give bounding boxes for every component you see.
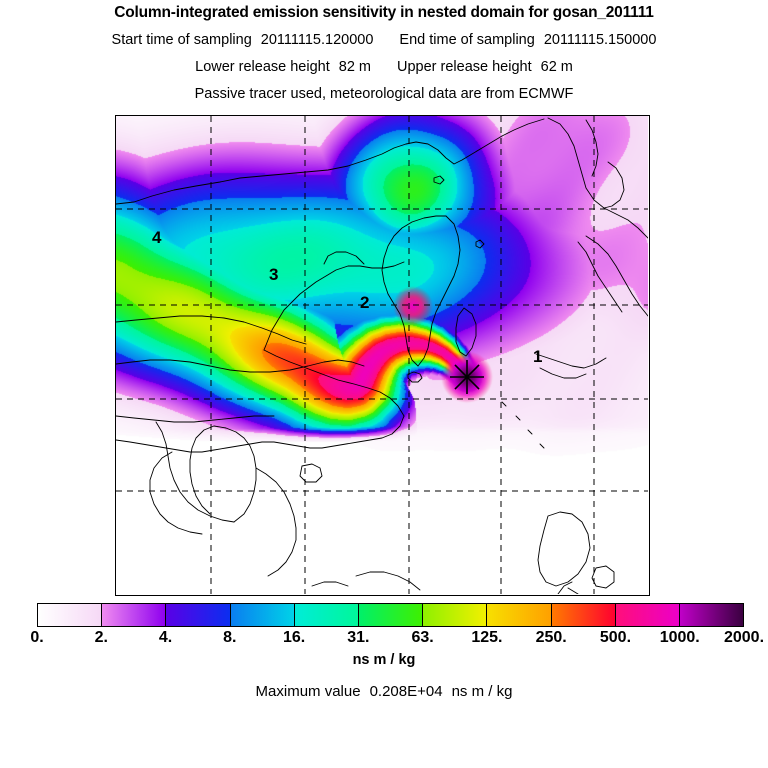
- trajectory-label-1: 1: [533, 347, 543, 366]
- colorbar-segment-6: [423, 604, 488, 626]
- colorbar-tick-9: 500.: [599, 629, 632, 646]
- colorbar-tick-10: 1000.: [659, 629, 700, 646]
- colorbar-tick-labels: 0. 2. 4. 8. 16. 31. 63. 125. 250. 500. 1000. 2000.: [30, 629, 764, 651]
- colorbar-gradient: [37, 603, 744, 627]
- upper-release-label: Upper release height: [397, 59, 532, 75]
- colorbar-segment-7: [487, 604, 552, 626]
- page-title: Column-integrated emission sensitivity i…: [114, 4, 654, 21]
- maximum-value-units: ns m / kg: [451, 683, 513, 700]
- map-inner: 1 2 3 4: [116, 116, 649, 595]
- colorbar-tick-8: 250.: [535, 629, 567, 646]
- colorbar: 0. 2. 4. 8. 16. 31. 63. 125. 250. 500. 1000. 2000.: [30, 603, 764, 646]
- maximum-value-line: Maximum value 0.208E+04 ns m / kg: [0, 683, 768, 700]
- trajectory-label-3: 3: [269, 265, 279, 284]
- colorbar-tick-1: 2.: [94, 629, 108, 646]
- colorbar-tick-4: 16.: [282, 629, 306, 646]
- colorbar-units-label: ns m / kg: [352, 652, 416, 668]
- colorbar-segment-9: [615, 604, 680, 626]
- maximum-value-label: Maximum value: [255, 683, 361, 700]
- trajectory-label-4: 4: [152, 228, 162, 247]
- colorbar-segment-3: [230, 604, 295, 626]
- colorbar-segment-10: [679, 604, 744, 626]
- colorbar-segment-2: [166, 604, 231, 626]
- colorbar-tick-0: 0.: [30, 629, 44, 646]
- colorbar-tick-6: 63.: [411, 629, 434, 646]
- upper-release-value: 62 m: [540, 59, 573, 75]
- colorbar-tick-7: 125.: [471, 629, 503, 646]
- end-time-label: End time of sampling: [399, 32, 535, 48]
- colorbar-segment-5: [358, 604, 424, 626]
- colorbar-tick-2: 4.: [158, 629, 173, 646]
- lower-release-label: Lower release height: [195, 59, 330, 75]
- colorbar-segment-0: [38, 604, 103, 626]
- maximum-value-number: 0.208E+04: [369, 683, 443, 700]
- emission-sensitivity-field: [116, 116, 648, 594]
- start-time-value: 20111115.120000: [260, 32, 374, 48]
- tracer-note: Passive tracer used, meteorological data…: [194, 86, 574, 102]
- sampling-time-line: Start time of sampling 20111115.120000 End…: [0, 32, 768, 48]
- trajectory-label-2: 2: [360, 293, 370, 312]
- colorbar-segment-1: [102, 604, 167, 626]
- map-plot-area: 1 2 3 4: [115, 115, 650, 596]
- lower-release-value: 82 m: [338, 59, 371, 75]
- start-time-label: Start time of sampling: [111, 32, 252, 48]
- colorbar-tick-11: 2000.: [723, 629, 765, 646]
- colorbar-tick-5: 31.: [347, 629, 370, 646]
- end-time-value: 20111115.150000: [543, 32, 657, 48]
- colorbar-segment-8: [551, 604, 616, 626]
- release-height-line: Lower release height 82 m Upper release he…: [0, 59, 768, 75]
- colorbar-segment-4: [294, 604, 359, 626]
- colorbar-tick-3: 8.: [223, 629, 237, 646]
